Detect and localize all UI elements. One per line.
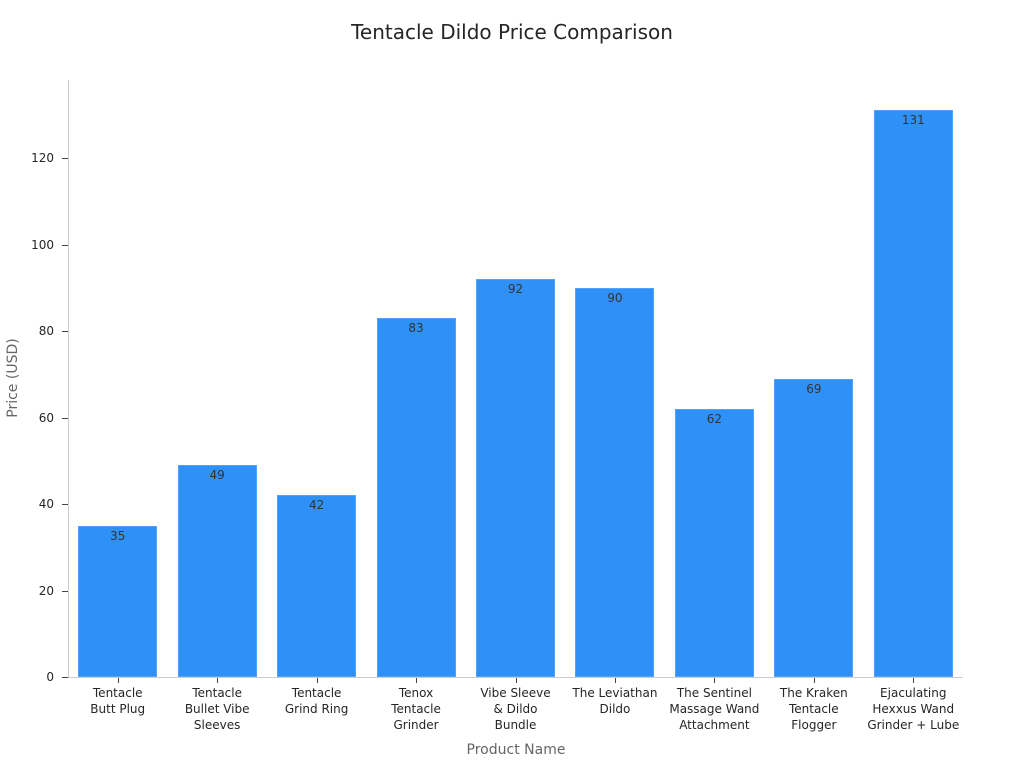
bar: [376, 318, 456, 677]
x-tick: [714, 678, 716, 683]
x-tick-label: Tentacle Butt Plug: [90, 686, 146, 716]
x-tick-label: The Leviathan Dildo: [572, 686, 658, 716]
bar-value-label: 131: [901, 113, 925, 128]
y-tick: [62, 504, 68, 505]
y-tick-label: 120: [31, 151, 54, 165]
bar-value-label: 35: [110, 528, 126, 543]
x-axis-line: [68, 677, 963, 678]
y-tick: [62, 590, 68, 592]
x-tick-label: Tenox Tentacle Grinder: [391, 686, 441, 732]
bar: [177, 465, 257, 677]
x-tick: [316, 678, 318, 683]
x-axis-label: Product Name: [466, 742, 566, 758]
bar: [78, 525, 158, 677]
x-tick-label: Vibe Sleeve & Dildo Bundle: [480, 686, 551, 732]
y-tick: [62, 417, 68, 419]
bar-value-label: 90: [607, 290, 623, 305]
y-axis-line: [68, 80, 69, 678]
y-tick-label: 80: [38, 324, 54, 338]
bar-value-label: 42: [308, 498, 325, 513]
y-tick: [62, 158, 68, 159]
y-tick-label: 40: [38, 497, 54, 511]
y-tick: [62, 677, 68, 678]
x-tick-label: The Sentinel Massage Wand Attachment: [669, 686, 760, 732]
x-tick: [813, 678, 815, 683]
x-tick: [416, 678, 418, 683]
x-tick-label: Tentacle Bullet Vibe Sleeves: [184, 686, 250, 732]
bar: [575, 287, 655, 677]
x-tick-label: The Kraken Tentacle Flogger: [779, 686, 848, 732]
bar-value-label: 83: [408, 321, 424, 336]
y-tick: [62, 244, 68, 246]
y-tick-label: 0: [46, 670, 54, 684]
x-tick-label: Tentacle Grind Ring: [284, 686, 349, 716]
y-tick-label: 100: [31, 237, 54, 252]
bar: [774, 378, 854, 677]
x-tick: [117, 678, 119, 683]
y-tick: [62, 331, 68, 332]
y-tick-label: 60: [38, 410, 54, 425]
x-tick: [515, 678, 517, 683]
bar: [476, 279, 555, 677]
bar: [277, 495, 357, 677]
x-tick: [217, 678, 219, 683]
y-axis-label: Price (USD): [5, 338, 21, 418]
bar: [873, 110, 953, 677]
bar-value-label: 49: [209, 468, 225, 483]
y-tick-label: 20: [38, 583, 54, 598]
bar: [674, 408, 754, 677]
bar-value-label: 62: [706, 411, 723, 426]
x-tick: [614, 678, 616, 683]
x-tick: [913, 678, 915, 683]
x-tick-label: Ejaculating Hexxus Wand Grinder + Lube: [867, 686, 960, 732]
chart-title: Tentacle Dildo Price Comparison: [351, 20, 673, 44]
bar-value-label: 69: [806, 381, 822, 396]
bar-value-label: 92: [507, 282, 524, 297]
